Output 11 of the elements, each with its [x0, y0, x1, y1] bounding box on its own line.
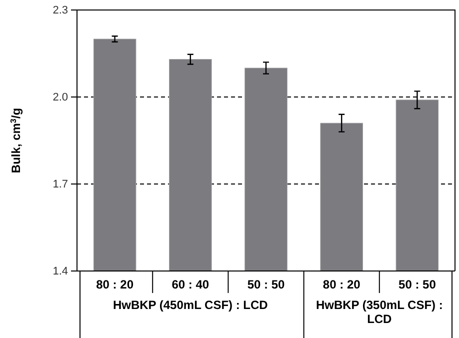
- x-tick-label: 50 : 50: [398, 277, 436, 292]
- y-tick-label: 1.7: [52, 178, 68, 191]
- text: HwBKP (350mL CSF) : LCD: [316, 298, 443, 326]
- y-tick-label: 1.4: [52, 266, 68, 278]
- x-tick-label: 50 : 50: [247, 277, 286, 292]
- text: HwBKP (450mL CSF) : LCD: [112, 298, 268, 312]
- y-tick-label: 2.3: [52, 4, 68, 17]
- y-tick-label: 2.0: [52, 92, 68, 104]
- x-tick-label: 80 : 20: [96, 277, 134, 292]
- x-tick-label: 80 : 20: [322, 277, 361, 292]
- x-tick-label: 60 : 40: [172, 277, 210, 292]
